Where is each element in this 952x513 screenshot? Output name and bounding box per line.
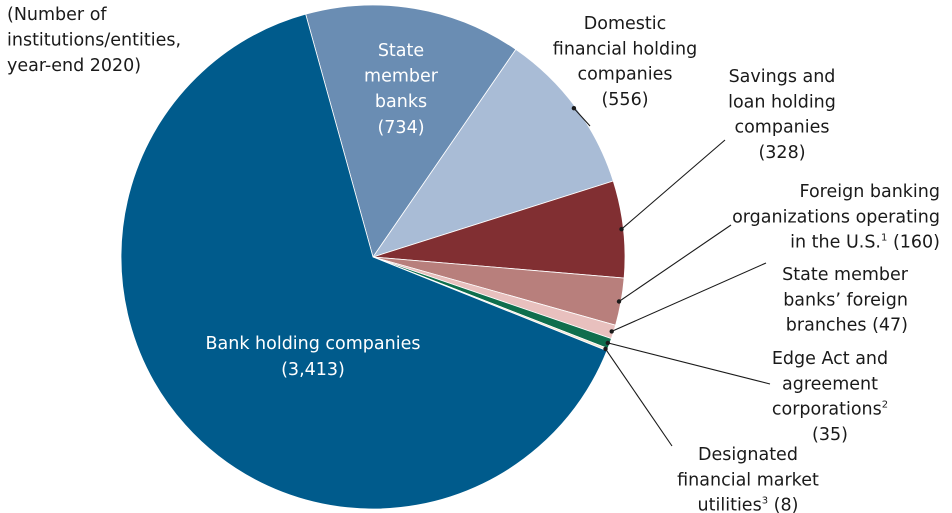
label-state-member-banks-foreign-branches: State member banks’ foreign branches (47)	[782, 265, 909, 336]
pie-slices	[120, 4, 626, 510]
leader-lines	[571, 106, 771, 447]
leader-dot-foreign-banking-organizations-operating-in-the-u-s	[616, 299, 622, 304]
leader-dot-edge-act-and-agreement-corporations	[605, 340, 610, 346]
leader-line-domestic-financial-holding-companies	[573, 107, 591, 127]
leader-dot-state-member-banks-foreign-branches	[609, 329, 614, 334]
label-designated-financial-market-utilities: Designated financial market utilities3 (8)	[677, 445, 819, 513]
label-savings-and-loan-holding-companies: Savings and loan holding companies (328)	[728, 67, 836, 163]
leader-line-state-member-banks-foreign-branches	[611, 262, 767, 332]
chart-note: (Number of institutions/entities, year-end…	[7, 5, 181, 76]
slice-state-member-banks	[305, 4, 517, 258]
leader-dot-designated-financial-market-utilities	[603, 346, 608, 352]
label-domestic-financial-holding-companies: Domestic financial holding companies (556)	[553, 14, 697, 110]
label-bank-holding-companies: Bank holding companies (3,413)	[206, 334, 421, 380]
leader-line-designated-financial-market-utilities	[605, 348, 673, 447]
leader-line-edge-act-and-agreement-corporations	[607, 342, 771, 385]
label-foreign-banking-organizations-operating-in-the-u-s: Foreign banking organizations operating in…	[732, 182, 940, 253]
label-state-member-banks: State member banks (734)	[364, 41, 439, 138]
leader-line-savings-and-loan-holding-companies	[621, 139, 726, 230]
slice-labels: State member banks (734) Domestic financial h…	[206, 14, 940, 513]
leader-line-foreign-banking-organizations-operating-in-the-u-s	[618, 224, 732, 302]
leader-dot-domestic-financial-holding-companies	[571, 106, 577, 111]
slice-bank-holding-companies	[120, 13, 608, 510]
leader-dot-savings-and-loan-holding-companies	[619, 227, 624, 232]
